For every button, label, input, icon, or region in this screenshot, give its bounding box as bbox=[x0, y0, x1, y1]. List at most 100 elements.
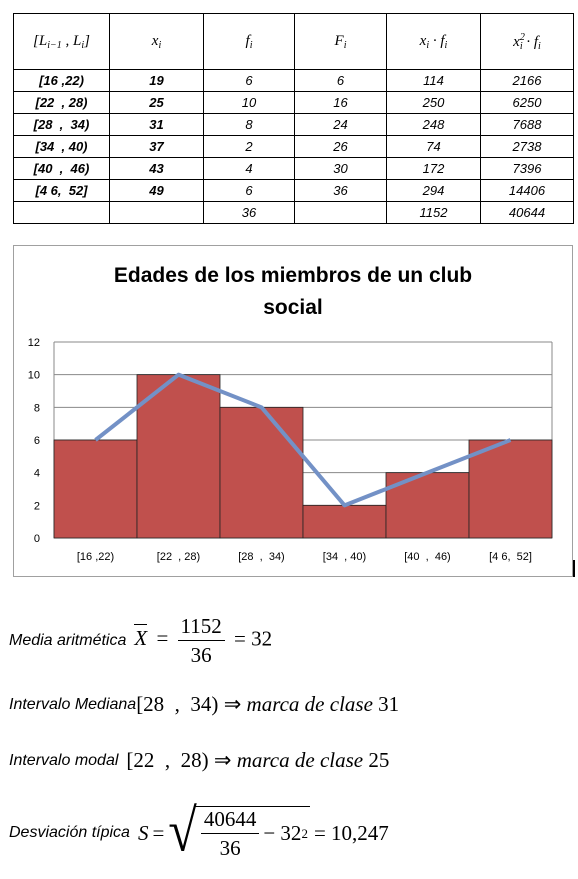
media-denominator: 36 bbox=[190, 643, 212, 667]
media-result: = 32 bbox=[234, 626, 273, 651]
table-row: [40 , 46) 43 4 30 172 7396 bbox=[13, 157, 574, 180]
x-tick-label: [16 ,22) bbox=[77, 551, 114, 563]
modal-text: marca de clase bbox=[236, 748, 364, 772]
table-cell bbox=[13, 201, 110, 224]
table-cell: 6 bbox=[203, 69, 295, 92]
x-tick-label: [22 , 28) bbox=[157, 551, 200, 563]
mediana-interval: [28 , 34) bbox=[136, 692, 219, 716]
modal-interval: [22 , 28) bbox=[126, 748, 209, 772]
y-tick-label: 12 bbox=[28, 337, 40, 349]
bar bbox=[468, 439, 553, 539]
mediana-formula: Intervalo Mediana [28 , 34) ⇒ marca de c… bbox=[9, 692, 399, 717]
table-cell: 30 bbox=[294, 157, 387, 180]
chart-title-line2: social bbox=[263, 296, 323, 319]
desviacion-label: Desviación típica bbox=[9, 824, 130, 841]
media-formula: Media aritmética X = 1152 36 = 32 bbox=[9, 614, 272, 667]
desviacion-denominator: 36 bbox=[219, 836, 241, 860]
table-cell: [34 , 40) bbox=[13, 135, 110, 158]
media-numerator: 1152 bbox=[177, 614, 225, 641]
mediana-label: Intervalo Mediana bbox=[9, 695, 137, 713]
desviacion-minus: − 32 bbox=[263, 821, 302, 845]
table-cell: 248 bbox=[386, 113, 481, 136]
table-cell: 37 bbox=[109, 135, 204, 158]
desviacion-fraction: 40644 36 bbox=[200, 807, 260, 860]
frequency-polygon-line bbox=[94, 372, 512, 508]
media-equals: = bbox=[156, 626, 169, 651]
x-tick-label: [4 6, 52] bbox=[489, 551, 532, 563]
table-cell: 1152 bbox=[386, 201, 481, 224]
y-tick-label: 2 bbox=[34, 500, 40, 512]
desviacion-variable: S bbox=[137, 820, 149, 845]
y-tick-label: 8 bbox=[34, 402, 40, 414]
table-cell: 6 bbox=[203, 179, 295, 202]
table-cell: 16 bbox=[294, 91, 387, 114]
frequency-table: [Li−1 , Li] xi fi Fi xi · fi x2i · fi [1… bbox=[13, 13, 574, 224]
sqrt-expression: √ 40644 36 − 32 2 bbox=[168, 801, 310, 861]
x-tick-label: [34 , 40) bbox=[323, 551, 366, 563]
table-cell: 24 bbox=[294, 113, 387, 136]
table-cell: 14406 bbox=[480, 179, 574, 202]
x-tick-label: [40 , 46) bbox=[404, 551, 450, 563]
desviacion-result: = 10,247 bbox=[313, 820, 389, 845]
table-cell: 7396 bbox=[480, 157, 574, 180]
table-header-row: [Li−1 , Li] xi fi Fi xi · fi x2i · fi bbox=[13, 13, 574, 70]
text-cursor bbox=[573, 560, 575, 577]
header-xi2-fi: x2i · fi bbox=[480, 13, 574, 70]
modal-label: Intervalo modal bbox=[9, 751, 119, 769]
y-tick-label: 6 bbox=[34, 435, 40, 447]
table-cell: 26 bbox=[294, 135, 387, 158]
media-fraction: 1152 36 bbox=[177, 614, 225, 667]
table-row: [4 6, 52] 49 6 36 294 14406 bbox=[13, 179, 574, 202]
table-cell: 172 bbox=[386, 157, 481, 180]
table-cell: 36 bbox=[294, 179, 387, 202]
table-row: [28 , 34) 31 8 24 248 7688 bbox=[13, 113, 574, 136]
table-cell: 2166 bbox=[480, 69, 574, 92]
mediana-value: 31 bbox=[378, 692, 400, 716]
y-tick-label: 4 bbox=[34, 468, 40, 480]
desviacion-equals: = bbox=[152, 820, 165, 845]
desviacion-exponent: 2 bbox=[301, 825, 308, 841]
table-cell: 114 bbox=[386, 69, 481, 92]
desviacion-numerator: 40644 bbox=[200, 807, 260, 834]
table-cell: 4 bbox=[203, 157, 295, 180]
table-row: [22 , 28) 25 10 16 250 6250 bbox=[13, 91, 574, 114]
table-cell: 250 bbox=[386, 91, 481, 114]
table-cell: 43 bbox=[109, 157, 204, 180]
media-label: Media aritmética bbox=[9, 631, 127, 649]
table-cell: [4 6, 52] bbox=[13, 179, 110, 202]
table-row: [16 ,22) 19 6 6 114 2166 bbox=[13, 69, 574, 92]
header-Fi: Fi bbox=[294, 13, 387, 70]
table-cell bbox=[294, 201, 387, 224]
desviacion-formula: Desviación típica S = √ 40644 36 − 32 2 =… bbox=[9, 801, 389, 861]
table-cell: 19 bbox=[109, 69, 204, 92]
sqrt-icon: √ bbox=[168, 798, 197, 865]
table-cell bbox=[109, 201, 204, 224]
modal-value: 25 bbox=[368, 748, 390, 772]
modal-arrow: ⇒ bbox=[213, 748, 232, 772]
chart-canvas: Edades de los miembros de un club social… bbox=[28, 264, 553, 563]
header-interval: [Li−1 , Li] bbox=[13, 13, 110, 70]
media-variable: X bbox=[134, 624, 148, 651]
table-cell: [40 , 46) bbox=[13, 157, 110, 180]
table-cell: 36 bbox=[203, 201, 295, 224]
bar bbox=[219, 406, 304, 539]
header-fi: fi bbox=[203, 13, 295, 70]
table-totals-row: 36 1152 40644 bbox=[13, 201, 574, 224]
table-cell: [22 , 28) bbox=[13, 91, 110, 114]
table-cell: 2 bbox=[203, 135, 295, 158]
y-tick-label: 10 bbox=[28, 370, 40, 382]
table-cell: 294 bbox=[386, 179, 481, 202]
table-cell: 49 bbox=[109, 179, 204, 202]
mediana-text: marca de clase bbox=[246, 692, 373, 716]
header-xi: xi bbox=[109, 13, 204, 70]
table-cell: 6 bbox=[294, 69, 387, 92]
histogram-chart: Edades de los miembros de un club social… bbox=[13, 245, 573, 577]
table-cell: 40644 bbox=[480, 201, 574, 224]
header-xi-fi: xi · fi bbox=[386, 13, 481, 70]
mediana-arrow: ⇒ bbox=[223, 692, 242, 716]
table-cell: 74 bbox=[386, 135, 481, 158]
table-cell: 10 bbox=[203, 91, 295, 114]
table-cell: 6250 bbox=[480, 91, 574, 114]
y-tick-label: 0 bbox=[34, 533, 40, 545]
modal-formula: Intervalo modal [22 , 28) ⇒ marca de cla… bbox=[9, 748, 389, 773]
